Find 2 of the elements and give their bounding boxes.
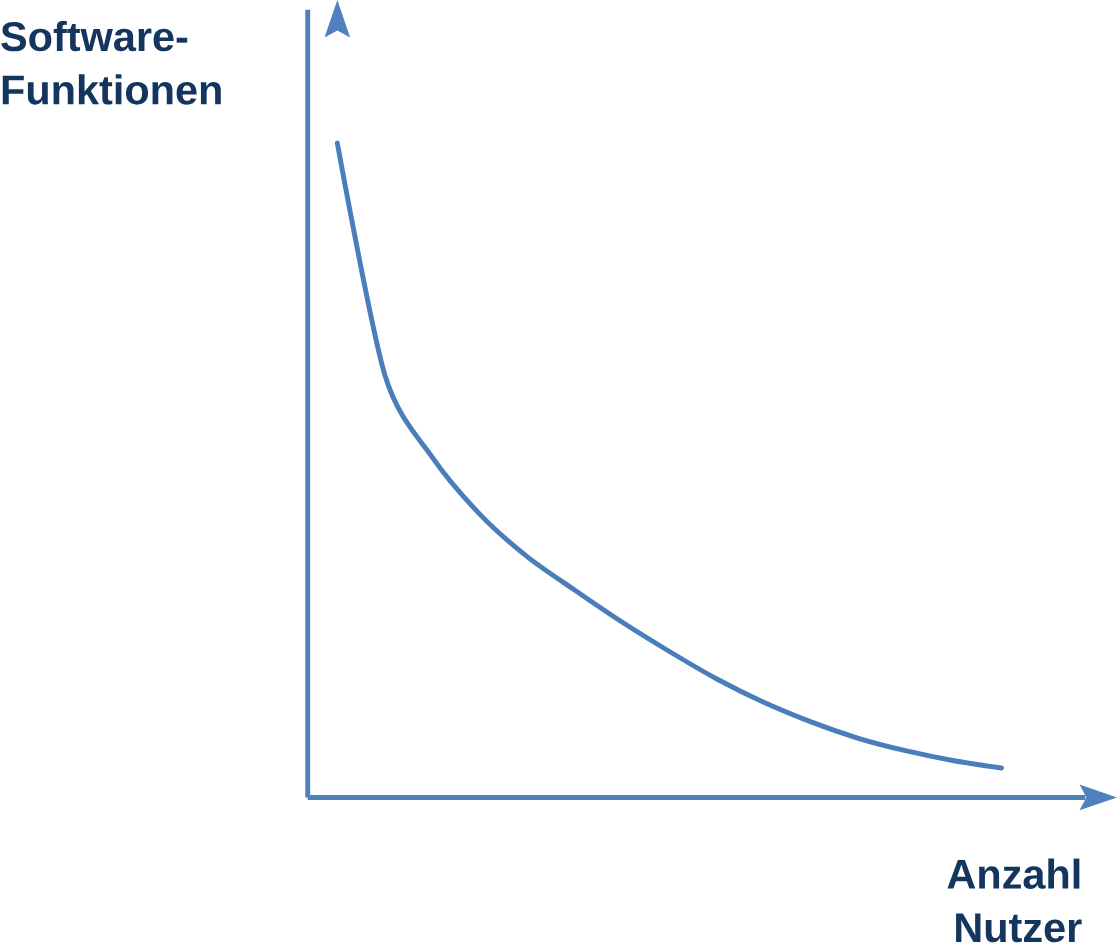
y-axis-title: Software-Funktionen — [1, 20, 221, 105]
x-axis-title: Anzahl Nutzer — [947, 858, 1082, 943]
